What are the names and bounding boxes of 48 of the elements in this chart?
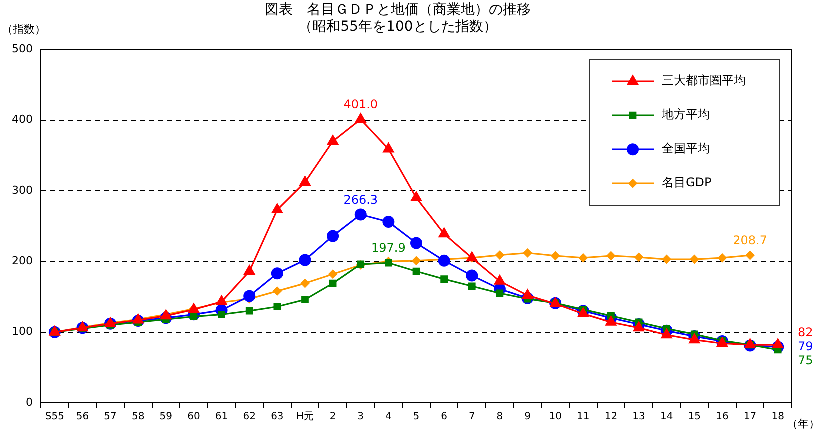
x-tick-label: 14 [660,412,674,423]
x-tick-label: 63 [271,412,284,423]
chart-subtitle: （昭和55年を100とした指数） [298,18,498,35]
x-tick-label: 15 [688,412,702,423]
x-tick-label: 9 [524,412,531,423]
legend-label: 全国平均 [662,142,710,156]
data-label: 266.3 [344,192,378,207]
chart-title: 図表 名目ＧＤＰと地価（商業地）の推移 [265,2,531,18]
y-tick-label: 200 [12,254,33,268]
x-tick-label: 6 [441,412,448,423]
y-tick-label: 100 [12,325,33,338]
y-axis-title: （指数） [2,22,46,36]
legend-label: 三大都市圏平均 [662,74,746,88]
data-label: 82 [798,326,814,340]
x-tick-label: 61 [215,412,228,423]
x-tick-label: S55 [45,412,64,423]
data-label: 197.9 [372,241,406,256]
x-tick-label: 18 [772,412,784,423]
legend-label: 地方平均 [661,108,710,122]
x-tick-label: 5 [413,412,420,423]
x-tick-label: 59 [160,412,173,423]
x-tick-label: 3 [358,412,364,423]
x-tick-label: 4 [385,412,392,423]
x-tick-label: 11 [577,412,590,423]
x-tick-label: H元 [296,412,314,423]
y-tick-label: 400 [12,113,33,126]
x-tick-label: 10 [549,412,562,423]
x-tick-label: 16 [716,412,729,423]
x-tick-label: 60 [188,412,200,423]
legend-label: 名目GDP [662,176,712,190]
x-tick-label: 58 [132,412,145,423]
x-tick-label: 56 [76,412,90,423]
y-tick-label: 500 [12,42,33,56]
x-tick-label: 7 [468,412,476,423]
y-tick-label: 300 [12,184,33,197]
data-label: 75 [798,354,814,368]
y-tick-label: 0 [26,396,33,409]
data-label: 79 [798,340,814,354]
x-tick-label: 57 [104,412,117,423]
data-label: 208.7 [733,234,768,248]
x-tick-label: 17 [744,412,757,423]
x-axis-title: （年） [787,417,820,430]
data-label: 401.0 [344,98,378,112]
x-tick-label: 13 [632,412,646,423]
x-tick-label: 12 [604,412,618,423]
x-tick-label: 8 [496,412,504,423]
x-tick-label: 2 [330,412,336,423]
x-tick-label: 62 [243,412,256,423]
